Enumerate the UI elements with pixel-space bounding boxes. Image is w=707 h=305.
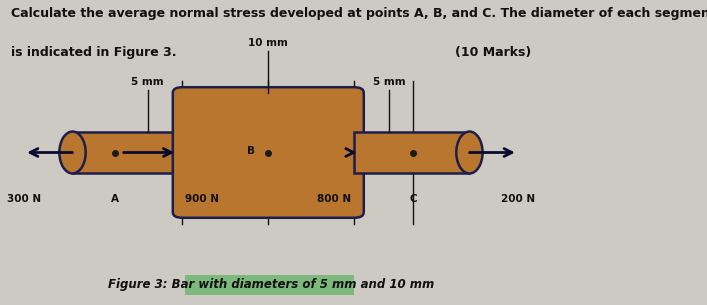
FancyBboxPatch shape [173,87,364,218]
Text: 5 mm: 5 mm [373,77,405,87]
Bar [185,275,354,295]
Text: 5 mm: 5 mm [132,77,164,87]
Text: 800 N: 800 N [317,194,351,204]
Text: 10 mm: 10 mm [248,38,288,48]
Text: C: C [409,194,417,204]
Text: 200 N: 200 N [501,194,534,204]
Text: is indicated in Figure 3.: is indicated in Figure 3. [11,46,176,59]
Text: B: B [247,146,255,156]
Text: 900 N: 900 N [185,194,219,204]
Text: A: A [112,194,119,204]
Bar [73,131,182,174]
Text: Figure 3: Bar with diameters of 5 mm and 10 mm: Figure 3: Bar with diameters of 5 mm and… [108,278,434,291]
Text: Calculate the average normal stress developed at points A, B, and C. The diamete: Calculate the average normal stress deve… [11,7,707,20]
Bar [354,131,469,174]
Text: 300 N: 300 N [7,194,41,204]
Ellipse shape [59,131,86,174]
Ellipse shape [456,131,483,174]
Text: (10 Marks): (10 Marks) [455,46,531,59]
